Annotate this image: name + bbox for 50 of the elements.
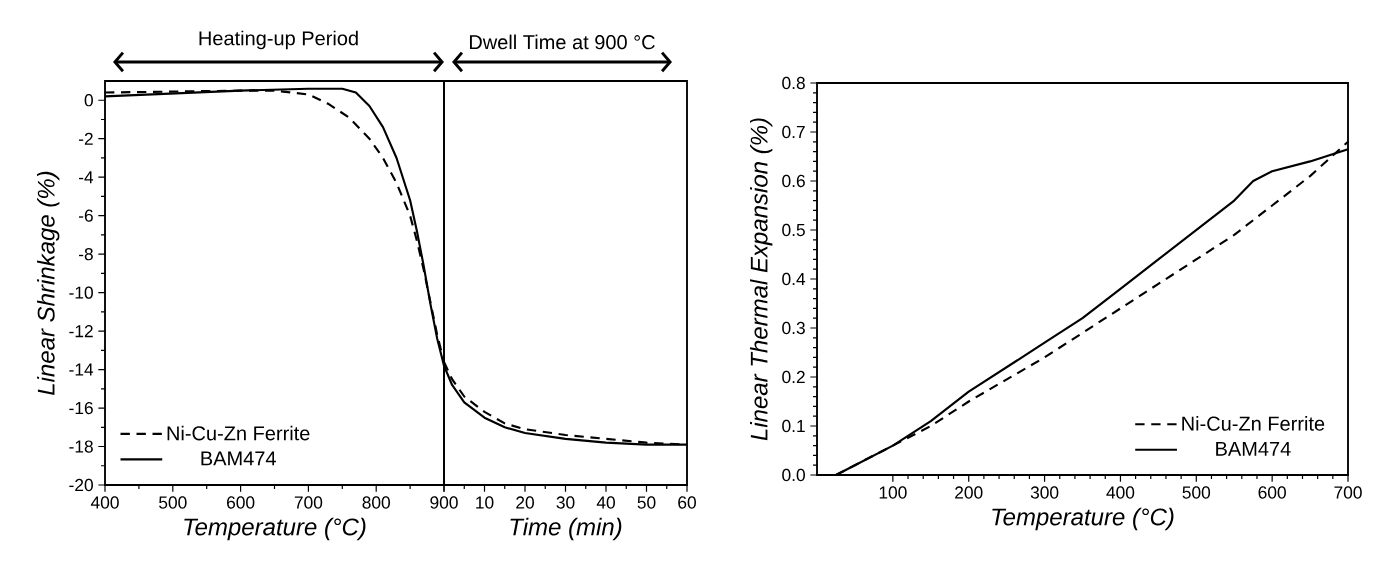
- x-tick-label: 700: [1334, 486, 1362, 499]
- x-tick-label: 50: [637, 496, 656, 509]
- y-tick-label: -14: [69, 363, 94, 376]
- x-tick-label: 600: [227, 496, 255, 509]
- y-tick-label: -12: [69, 325, 93, 338]
- x-tick-label: 60: [678, 496, 696, 509]
- y-tick-label: -10: [69, 286, 93, 299]
- y-tick-label: 0.7: [782, 125, 805, 139]
- x-axis-title: Time (min): [510, 517, 622, 541]
- y-tick-label: -18: [69, 440, 93, 453]
- y-tick-label: 0.3: [782, 321, 805, 335]
- y-axis-title: Linear Thermal Expansion (%): [750, 118, 773, 441]
- y-tick-label: 0.2: [782, 370, 805, 384]
- x-tick-label: 700: [294, 496, 323, 509]
- x-axis-title: Temperature (°C): [184, 517, 366, 541]
- text: Heating-up Period: [199, 30, 358, 50]
- x-tick-label: 800: [362, 496, 390, 509]
- y-tick-label: -4: [78, 171, 94, 184]
- y-tick-label: -16: [69, 401, 93, 415]
- y-tick-label: -20: [69, 478, 93, 492]
- legend-label: Ni-Cu-Zn Ferrite: [167, 425, 310, 441]
- x-tick-label: 500: [159, 496, 187, 509]
- y-tick-label: 0.6: [782, 174, 805, 188]
- y-tick-label: -8: [78, 248, 93, 261]
- legend-label: BAM474: [1216, 441, 1291, 456]
- x-tick-label: 30: [556, 496, 575, 509]
- x-tick-label: 100: [879, 486, 907, 499]
- x-tick-label: 600: [1258, 486, 1286, 499]
- x-tick-label: 10: [476, 496, 494, 509]
- y-axis-title: Linear Shrinkage (%): [37, 171, 60, 395]
- x-tick-label: 20: [516, 496, 534, 509]
- y-tick-label: 0.1: [782, 419, 805, 433]
- y-tick-label: 0: [84, 94, 93, 107]
- x-tick-label: 900: [430, 496, 458, 509]
- y-tick-label: -6: [78, 209, 93, 222]
- x-tick-label: 500: [1182, 486, 1211, 499]
- y-tick-label: 0.0: [782, 468, 805, 482]
- x-tick-label: 40: [596, 496, 615, 509]
- x-axis-title: Temperature (°C): [992, 507, 1174, 531]
- x-tick-label: 400: [90, 496, 119, 509]
- legend-label: BAM474: [201, 451, 276, 466]
- y-tick-label: 0.8: [782, 76, 805, 90]
- x-tick-label: 200: [955, 486, 983, 499]
- y-tick-label: 0.4: [782, 272, 806, 286]
- y-tick-label: -2: [78, 132, 93, 145]
- x-tick-label: 300: [1030, 486, 1059, 499]
- x-tick-label: 400: [1106, 486, 1135, 499]
- legend-label: Ni-Cu-Zn Ferrite: [1182, 416, 1325, 431]
- text: Dwell Time at 900 °C: [469, 34, 655, 50]
- y-tick-label: 0.5: [782, 223, 805, 237]
